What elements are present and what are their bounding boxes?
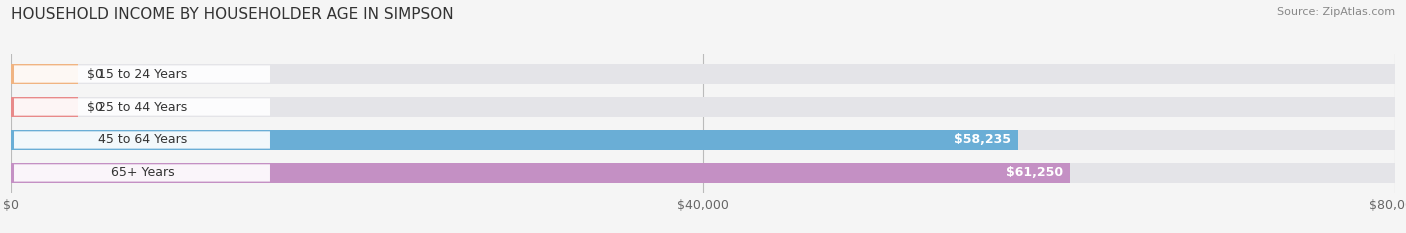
- Text: $0: $0: [87, 100, 103, 113]
- Text: 45 to 64 Years: 45 to 64 Years: [98, 134, 187, 147]
- FancyBboxPatch shape: [14, 164, 270, 182]
- Text: Source: ZipAtlas.com: Source: ZipAtlas.com: [1277, 7, 1395, 17]
- Text: $0: $0: [87, 68, 103, 81]
- Bar: [11, 163, 1395, 183]
- Text: $61,250: $61,250: [1007, 166, 1063, 179]
- Bar: [11, 97, 77, 117]
- Text: 65+ Years: 65+ Years: [111, 166, 174, 179]
- Bar: [11, 64, 1395, 84]
- FancyBboxPatch shape: [14, 131, 270, 149]
- Bar: [11, 130, 1018, 150]
- Text: 15 to 24 Years: 15 to 24 Years: [98, 68, 187, 81]
- Text: $58,235: $58,235: [955, 134, 1011, 147]
- Bar: [11, 130, 1395, 150]
- FancyBboxPatch shape: [14, 65, 270, 83]
- Text: HOUSEHOLD INCOME BY HOUSEHOLDER AGE IN SIMPSON: HOUSEHOLD INCOME BY HOUSEHOLDER AGE IN S…: [11, 7, 454, 22]
- FancyBboxPatch shape: [14, 98, 270, 116]
- Text: 25 to 44 Years: 25 to 44 Years: [98, 100, 187, 113]
- Bar: [11, 64, 77, 84]
- Bar: [11, 97, 1395, 117]
- Bar: [11, 163, 1070, 183]
